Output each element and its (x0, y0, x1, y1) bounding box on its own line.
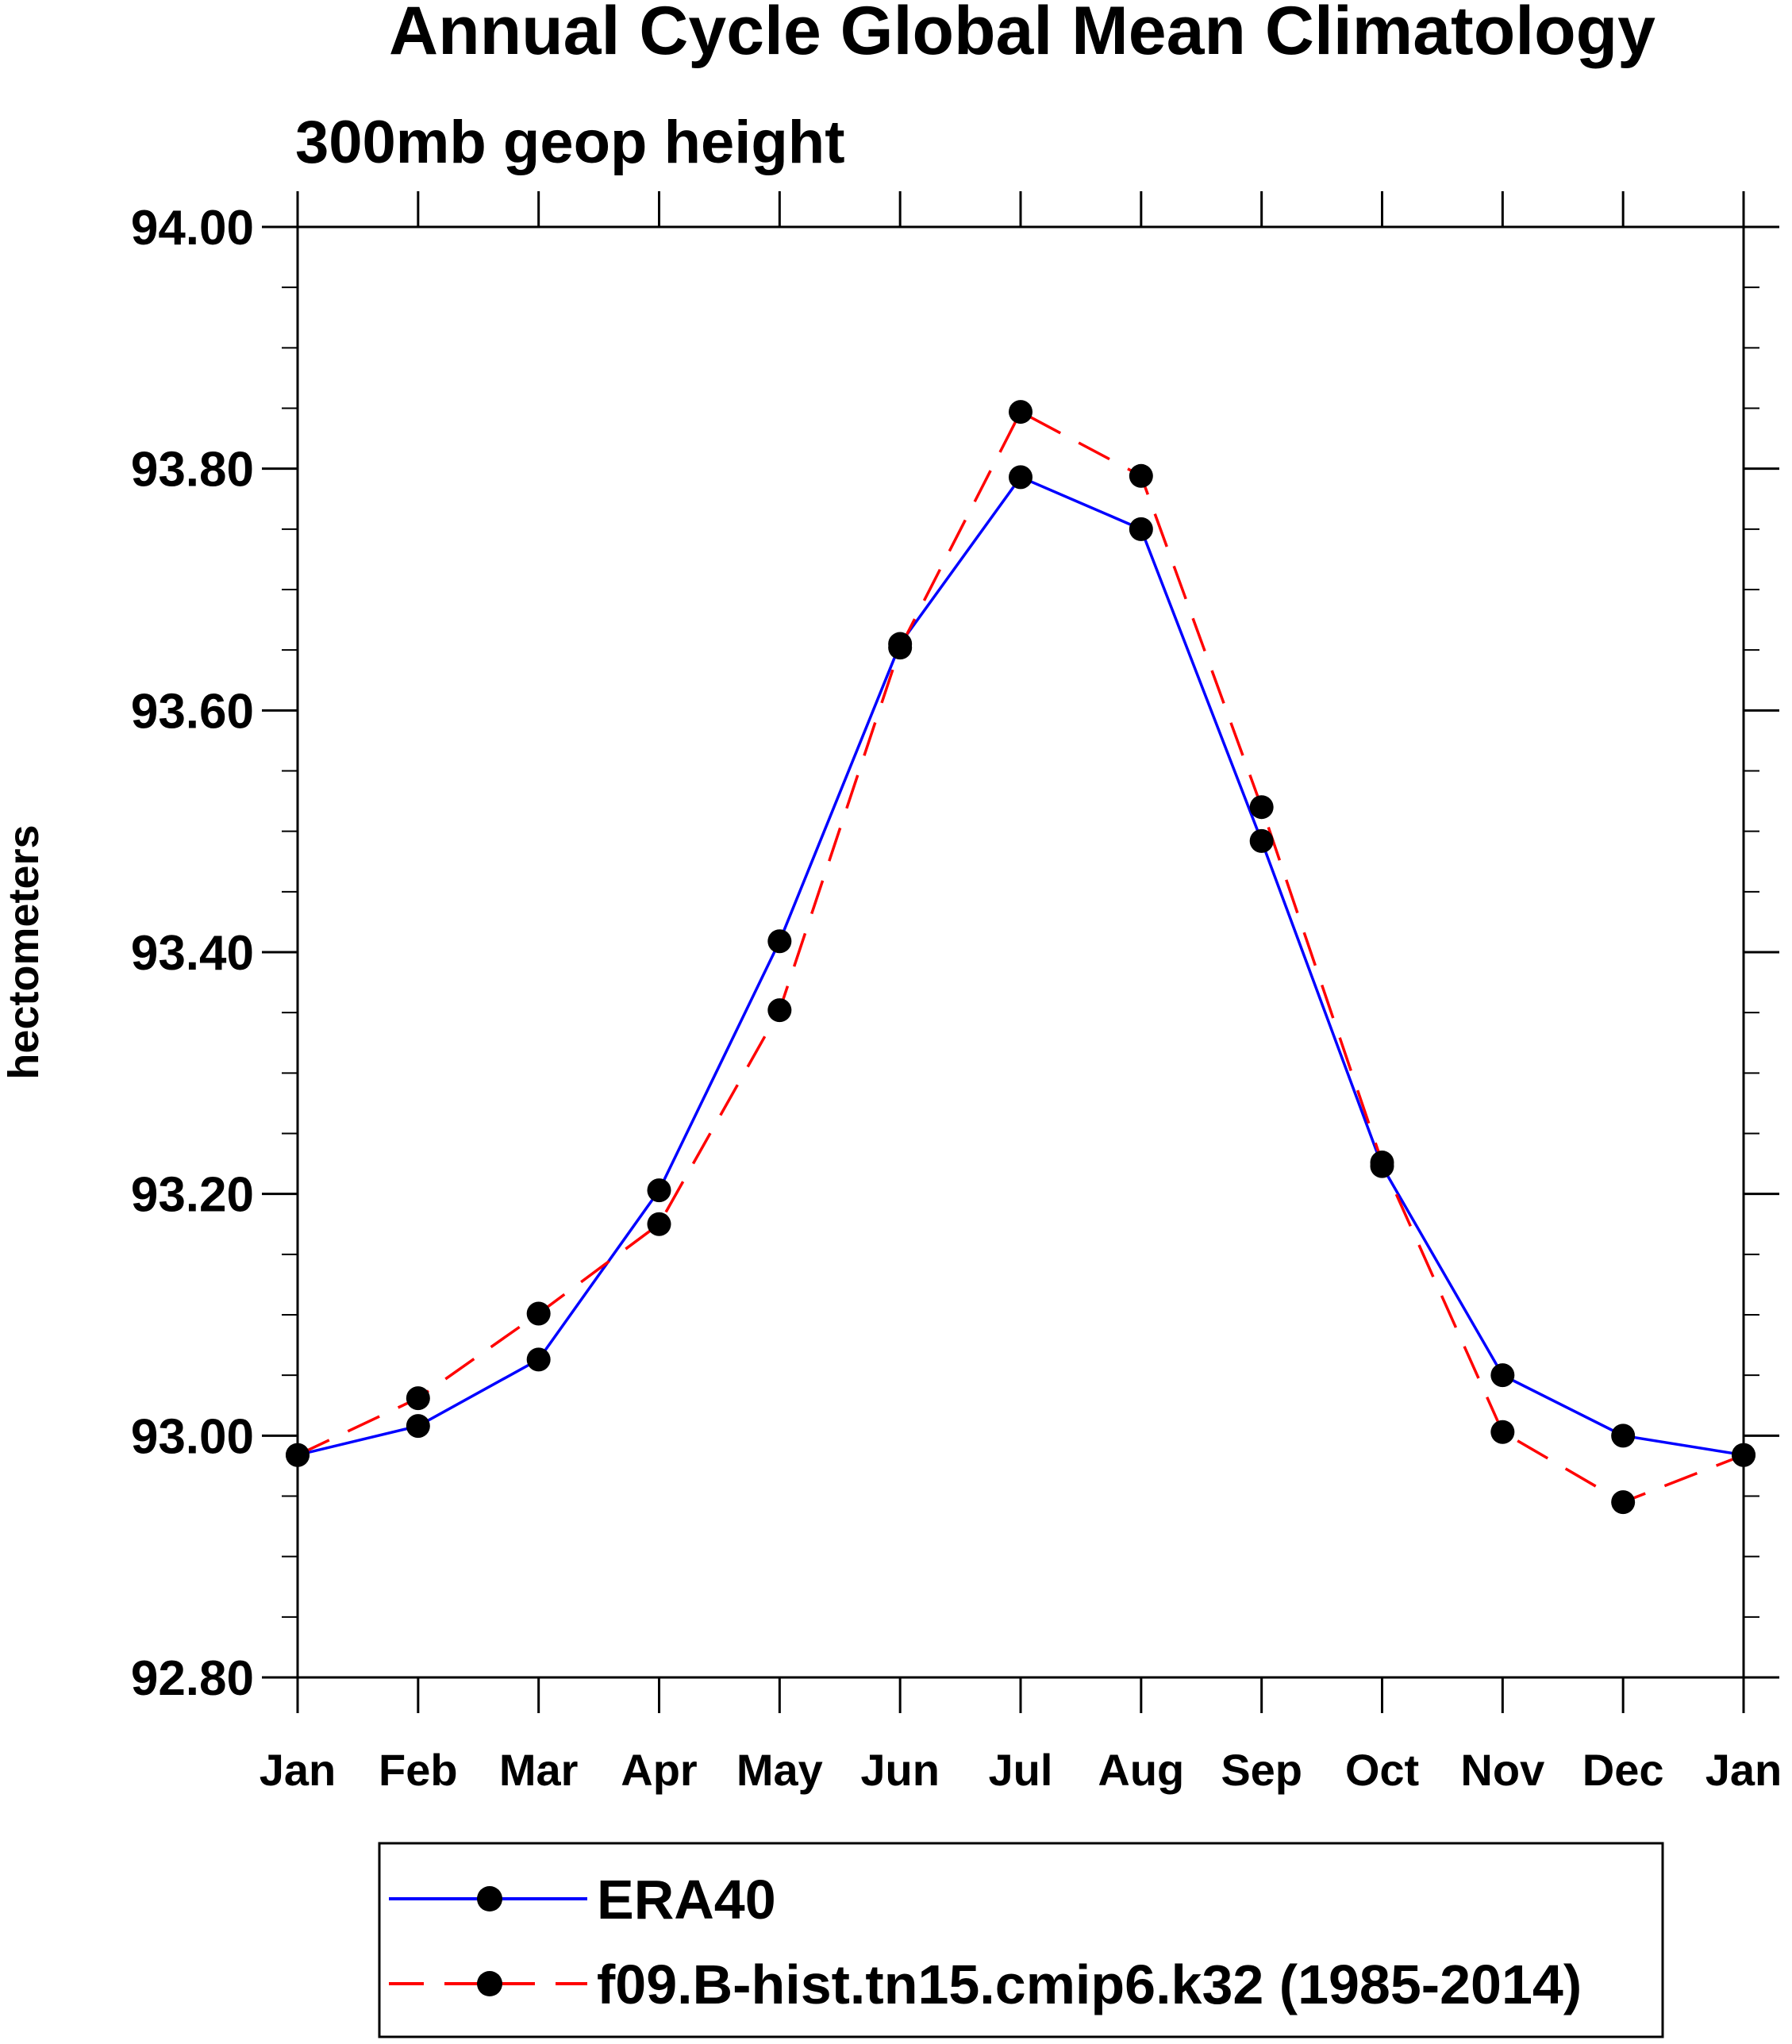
y-tick-labels: 94.00 93.80 93.60 93.40 93.20 93.00 92.80 (131, 201, 254, 1706)
x-tick-label: Aug (1098, 1745, 1184, 1795)
x-tick-labels: Jan Feb Mar Apr May Jun Jul Aug Sep Oct Nov Dec Jan (260, 1745, 1782, 1795)
x-tick-label: Jul (989, 1745, 1053, 1795)
legend-box (378, 1842, 1664, 2038)
data-point-model (1611, 1490, 1636, 1515)
x-tick-label: Nov (1460, 1745, 1544, 1795)
y-tick-label: 93.80 (131, 443, 254, 498)
data-point-era40 (1009, 465, 1033, 490)
legend-marker-era40 (477, 1886, 502, 1911)
y-tick-label: 94.00 (131, 201, 254, 256)
data-point-model (406, 1386, 430, 1411)
plot-frame (296, 225, 1745, 1679)
data-point-model (647, 1212, 671, 1236)
y-axis-label: hectometers (0, 824, 48, 1079)
data-point-model (1370, 1151, 1394, 1175)
legend-label-era40: ERA40 (597, 1869, 776, 1931)
chart-title: Annual Cycle Global Mean Climatology (389, 0, 1655, 69)
series-markers (286, 400, 1755, 1515)
legend-label-model: f09.B-hist.tn15.cmip6.k32 (1985-2014) (597, 1954, 1582, 2015)
series-lines (297, 410, 1744, 1504)
data-point-era40 (406, 1414, 430, 1439)
data-point-era40 (1611, 1424, 1636, 1448)
x-tick-label: Sep (1221, 1745, 1302, 1795)
y-tick-label: 93.20 (131, 1168, 254, 1223)
x-tick-label: May (736, 1745, 823, 1795)
data-point-era40 (647, 1178, 671, 1203)
data-point-era40 (526, 1347, 551, 1372)
x-tick-label: Jan (260, 1745, 336, 1795)
data-point-model (526, 1301, 551, 1326)
x-tick-label: Mar (499, 1745, 579, 1795)
chart-subtitle: 300mb geop height (295, 109, 845, 176)
data-point-model (1009, 400, 1033, 425)
data-point-era40 (1490, 1363, 1515, 1388)
x-tick-label: Dec (1582, 1745, 1664, 1795)
y-tick-label: 92.80 (131, 1651, 254, 1706)
x-tick-label: Feb (379, 1745, 458, 1795)
series-line-era40 (297, 475, 1744, 1457)
y-tick-label: 93.40 (131, 926, 254, 981)
y-tick-label: 93.60 (131, 684, 254, 739)
x-tick-label: Apr (621, 1745, 697, 1795)
major-ticks (262, 191, 1779, 1713)
data-point-model (888, 636, 913, 660)
data-point-model (1249, 795, 1274, 820)
data-point-model (1129, 463, 1153, 488)
series-line-model (297, 410, 1744, 1504)
x-tick-label: Jan (1705, 1745, 1782, 1795)
y-tick-label: 93.00 (131, 1409, 254, 1464)
data-point-model (1490, 1420, 1515, 1444)
minor-ticks (282, 226, 1759, 1678)
data-point-era40 (767, 929, 792, 954)
x-tick-label: Oct (1345, 1745, 1419, 1795)
data-point-era40 (1129, 517, 1153, 541)
x-tick-label: Jun (860, 1745, 940, 1795)
legend: ERA40 f09.B-hist.tn15.cmip6.k32 (1985-20… (378, 1842, 1664, 2038)
data-point-model (767, 998, 792, 1023)
legend-marker-model (477, 1971, 502, 1996)
data-point-era40 (1249, 828, 1274, 853)
